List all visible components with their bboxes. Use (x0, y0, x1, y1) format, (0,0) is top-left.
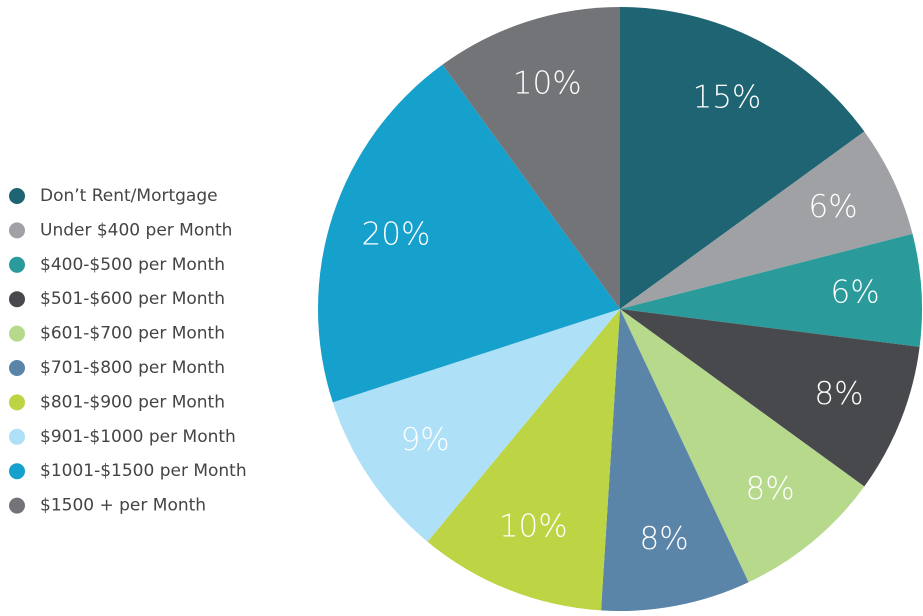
slice-label: 15% (692, 80, 761, 116)
legend-swatch (9, 188, 25, 204)
legend-label: Under $400 per Month (40, 220, 232, 240)
legend-swatch (9, 394, 25, 411)
pie-slice (620, 309, 865, 583)
pie-slice (601, 309, 749, 611)
slice-label: 6% (809, 189, 858, 225)
slice-label: 20% (362, 217, 431, 253)
legend-swatch (9, 428, 25, 445)
legend-label: $1500 + per Month (40, 496, 206, 516)
legend-label: $601-$700 per Month (40, 324, 225, 344)
legend-label: $801-$900 per Month (40, 392, 225, 412)
legend-swatch (9, 222, 25, 239)
legend-label: $701-$800 per Month (40, 358, 225, 378)
pie-slice (620, 131, 913, 309)
legend-label: $1001-$1500 per Month (40, 461, 247, 481)
slice-label: 10% (499, 509, 568, 545)
legend-swatch (9, 497, 25, 514)
pie-slice (317, 64, 620, 403)
pie-slice (332, 309, 620, 542)
pie-slice (620, 233, 922, 347)
legend-swatch (9, 360, 25, 376)
slice-label: 10% (513, 65, 582, 101)
pie-slice (620, 7, 865, 309)
pie-slice (442, 7, 620, 309)
legend-label: $901-$1000 per Month (40, 427, 236, 447)
slice-label: 9% (401, 422, 450, 458)
legend-swatch (9, 291, 25, 308)
slice-label: 8% (814, 376, 863, 412)
slice-label: 6% (831, 275, 880, 311)
pie-slice (427, 309, 620, 611)
pie-slice (620, 309, 920, 487)
legend-label: Don’t Rent/Mortgage (40, 186, 218, 206)
legend-swatch (9, 325, 25, 342)
legend-swatch (9, 256, 25, 273)
legend-label: $501-$600 per Month (40, 289, 225, 309)
legend-swatch (9, 463, 25, 480)
slice-label: 8% (746, 471, 795, 507)
legend-label: $400-$500 per Month (40, 255, 225, 275)
slice-label: 8% (640, 521, 689, 557)
